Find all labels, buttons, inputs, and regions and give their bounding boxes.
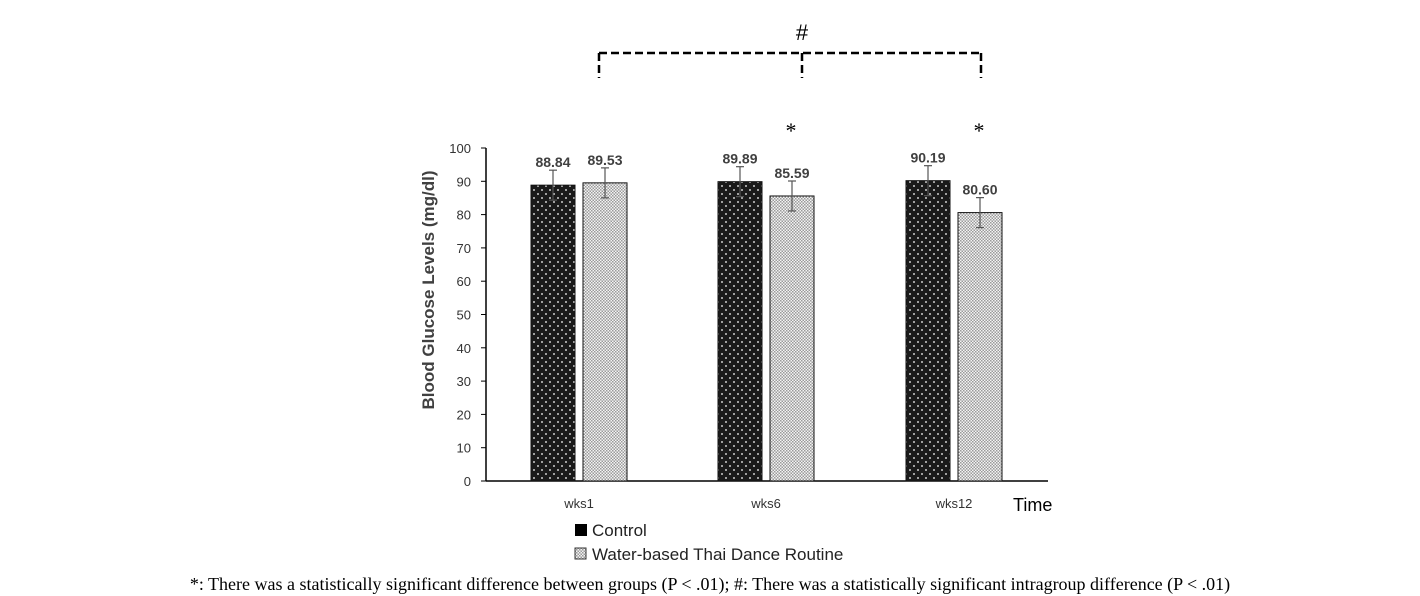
footnote: *: There was a statistically significant…: [190, 574, 1230, 595]
data-label: 88.84: [535, 154, 570, 170]
significance-star: *: [786, 118, 797, 143]
bar-series: [530, 165, 1003, 482]
bar-control: [717, 181, 763, 482]
y-tick-label: 90: [457, 174, 471, 189]
y-tick-label: 50: [457, 308, 471, 323]
legend-swatch-control: [575, 524, 587, 536]
y-tick-label: 20: [457, 407, 471, 422]
legend-label-dance: Water-based Thai Dance Routine: [592, 545, 843, 564]
data-label: 89.89: [722, 151, 757, 167]
y-tick-label: 70: [457, 241, 471, 256]
bar-dance: [769, 195, 815, 482]
bar-dance: [582, 182, 628, 482]
data-label: 85.59: [774, 165, 809, 181]
data-label: 80.60: [962, 182, 997, 198]
x-category-label: wks6: [750, 496, 781, 511]
y-tick-label: 40: [457, 341, 471, 356]
significance-star: *: [974, 118, 985, 143]
y-tick-label: 80: [457, 208, 471, 223]
y-tick-label: 30: [457, 374, 471, 389]
y-tick-label: 0: [464, 474, 471, 489]
x-category-label: wks12: [935, 496, 973, 511]
y-tick-label: 100: [449, 141, 471, 156]
significance-markers: * * #: [597, 20, 985, 143]
legend: Control Water-based Thai Dance Routine: [574, 521, 843, 564]
data-label: 90.19: [910, 150, 945, 166]
x-category-label: wks1: [563, 496, 594, 511]
y-axis-label: Blood Glucose Levels (mg/dl): [419, 171, 438, 410]
legend-label-control: Control: [592, 521, 647, 540]
y-tick-label: 10: [457, 441, 471, 456]
chart-axes: 0 10 20 30 40 50 60 70 80 90 100 wks1 wks6 wks12: [449, 141, 1048, 511]
bar-dance: [957, 212, 1003, 482]
bar-control: [530, 184, 576, 482]
legend-swatch-dance: [574, 547, 587, 560]
bar-control: [905, 180, 951, 482]
y-tick-label: 60: [457, 274, 471, 289]
chart-labels: 88.84 89.89 90.19 89.53 85.59 80.60: [535, 150, 997, 198]
data-label: 89.53: [587, 152, 622, 168]
x-axis-label: Time: [1013, 495, 1052, 515]
intragroup-hash: #: [796, 20, 809, 45]
